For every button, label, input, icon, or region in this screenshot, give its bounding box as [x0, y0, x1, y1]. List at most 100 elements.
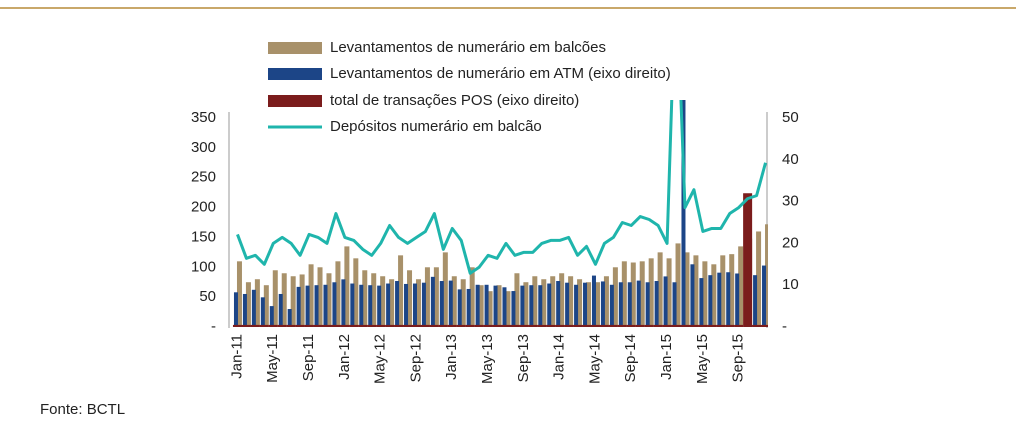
bar [555, 324, 565, 327]
bar [394, 324, 404, 327]
bar [313, 324, 323, 327]
bar [353, 258, 359, 327]
bar [523, 282, 529, 327]
bar [743, 193, 753, 327]
bar [296, 286, 301, 327]
bar [501, 324, 511, 327]
x-tick-label: Sep-15 [730, 334, 747, 382]
bar [559, 273, 565, 327]
bar [762, 265, 767, 327]
y-tick-label: 250 [191, 169, 216, 186]
bar [556, 281, 561, 327]
x-tick-label: Sep-12 [407, 334, 424, 382]
legend-label: total de transações POS (eixo direito) [330, 92, 579, 109]
bar [537, 324, 547, 327]
bar [358, 324, 368, 327]
bar [415, 279, 421, 327]
y-tick-label: 100 [191, 258, 216, 275]
legend-label: Depósitos numerário em balcão [330, 118, 542, 135]
bar [308, 264, 314, 327]
bar [583, 282, 588, 327]
bar [451, 276, 457, 327]
bar [403, 324, 413, 327]
bar [368, 285, 373, 327]
bar [362, 270, 368, 327]
bar [260, 297, 265, 327]
bar [460, 279, 466, 327]
bar [663, 276, 668, 327]
y2-tick-label: 40 [782, 151, 799, 168]
bar [671, 324, 681, 327]
bar [447, 324, 457, 327]
bar [550, 276, 556, 327]
bar [689, 324, 699, 327]
bar [577, 279, 583, 327]
bar [532, 276, 538, 327]
bar [290, 276, 296, 327]
y2-tick-label: 20 [782, 234, 799, 251]
bar [466, 288, 471, 327]
bar [350, 283, 355, 327]
bar [269, 306, 274, 327]
bar [314, 285, 319, 327]
y-tick-label: 150 [191, 228, 216, 245]
bar [232, 324, 242, 327]
bar [582, 324, 592, 327]
bar [295, 324, 305, 327]
bar [621, 261, 627, 327]
bar [752, 324, 762, 327]
bar [594, 282, 600, 327]
x-tick-label: Jan-12 [336, 334, 353, 380]
bar [617, 324, 627, 327]
bar [483, 324, 493, 327]
bar [654, 281, 659, 327]
bar [474, 324, 484, 327]
bar [547, 283, 552, 327]
bar [317, 267, 323, 327]
bar [717, 272, 722, 327]
bar [487, 291, 493, 327]
bar [648, 258, 654, 327]
bar [600, 281, 605, 327]
bar [590, 324, 600, 327]
bar [725, 324, 735, 327]
bar [573, 324, 583, 327]
bar [502, 287, 507, 327]
bar [448, 280, 453, 327]
bar [439, 281, 444, 327]
bar [720, 255, 726, 327]
x-tick-label: May-12 [372, 334, 389, 384]
bar [541, 279, 547, 327]
legend-label: Levantamentos de numerário em balcões [330, 39, 606, 56]
bar [492, 324, 502, 327]
bar [349, 324, 359, 327]
bar [331, 324, 341, 327]
bar [699, 278, 704, 327]
bar [371, 273, 377, 327]
bar [254, 279, 260, 327]
x-tick-label: May-11 [264, 334, 281, 383]
x-tick-label: Sep-13 [515, 334, 532, 382]
bar [456, 324, 466, 327]
bar [707, 324, 717, 327]
x-tick-label: May-14 [586, 334, 603, 384]
bar [734, 324, 744, 327]
bar [680, 324, 690, 327]
bar [377, 285, 382, 327]
bar [675, 243, 681, 327]
bar [505, 291, 511, 327]
bar [277, 324, 287, 327]
bar [726, 272, 731, 327]
bar [465, 324, 475, 327]
bar [326, 273, 332, 327]
y2-tick-label: 30 [782, 193, 799, 210]
bar [565, 282, 570, 327]
bar [608, 324, 618, 327]
bar [690, 264, 695, 327]
bar [259, 324, 269, 327]
bar [398, 255, 404, 327]
bar [469, 267, 475, 327]
bar [496, 285, 502, 327]
bar [233, 292, 238, 327]
bar [753, 275, 758, 327]
